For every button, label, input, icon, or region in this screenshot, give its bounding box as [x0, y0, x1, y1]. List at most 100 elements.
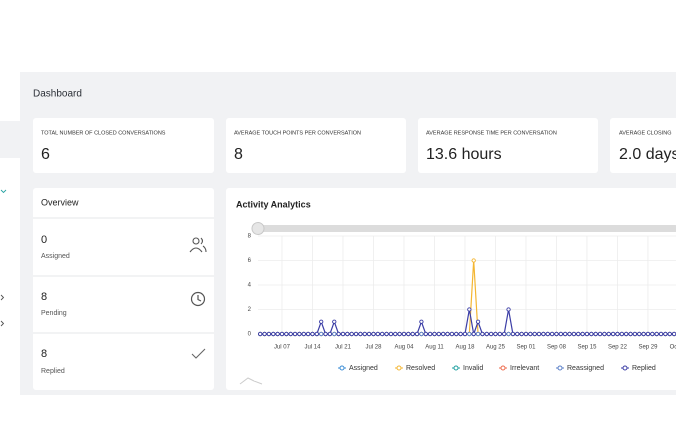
- overview-card: [33, 188, 214, 390]
- zoom-handle[interactable]: [251, 222, 265, 235]
- point: [305, 331, 311, 337]
- point: [432, 331, 437, 337]
- point: [502, 331, 507, 337]
- chart: 0 2 4 6 8 Jul 07 Jul 14 Jul 21 Jul 28 Aug 04 Aug 1…: [248, 234, 676, 372]
- point: [528, 331, 533, 337]
- point: [624, 331, 629, 337]
- point: [262, 331, 267, 337]
- x-tick-label: Aug 18: [455, 345, 475, 351]
- point: [366, 331, 372, 337]
- point: [488, 331, 494, 337]
- x-tick-label: Aug 11: [425, 345, 444, 351]
- point: [589, 331, 594, 337]
- point: [388, 331, 394, 337]
- point: [567, 331, 572, 337]
- y-tick-label: 8: [248, 234, 252, 240]
- point: [471, 331, 476, 337]
- point: [375, 331, 380, 337]
- point: [458, 331, 463, 337]
- point: [319, 331, 324, 337]
- point: [558, 331, 563, 337]
- preview-area: [239, 377, 263, 385]
- point: [637, 331, 642, 337]
- point: [515, 331, 520, 337]
- stat-label: AVERAGE CLOSING: [619, 130, 671, 136]
- sidebar-chevron[interactable]: [0, 189, 7, 194]
- point: [292, 331, 298, 337]
- legend-marker: [622, 365, 628, 371]
- point: [397, 331, 402, 337]
- point: [506, 307, 511, 312]
- point: [310, 331, 315, 337]
- overview-title: Overview: [41, 197, 79, 207]
- point: [475, 331, 481, 337]
- overview-value: 8: [41, 291, 47, 303]
- point: [284, 331, 289, 337]
- point: [606, 331, 611, 337]
- legend-label: Irrelevant: [510, 365, 539, 372]
- point: [641, 331, 646, 337]
- point: [332, 331, 337, 337]
- check-icon: [191, 348, 206, 359]
- overview-label: Pending: [41, 310, 67, 317]
- legend-label: Assigned: [349, 365, 378, 372]
- zoom-slider[interactable]: [258, 225, 676, 232]
- point: [340, 331, 346, 337]
- x-tick-label: Jul 14: [304, 345, 321, 351]
- point: [619, 331, 624, 337]
- point: [658, 331, 664, 337]
- sidebar-arrow[interactable]: [0, 320, 5, 327]
- point: [576, 331, 581, 337]
- point: [597, 331, 603, 337]
- x-tick-label: Jul 21: [335, 345, 352, 351]
- legend-marker: [453, 365, 459, 371]
- point: [414, 331, 420, 337]
- page-title: Dashboard: [33, 89, 82, 100]
- y-tick-label: 2: [248, 307, 252, 313]
- chart-title: Activity Analytics: [236, 199, 311, 209]
- point: [314, 331, 319, 337]
- point: [667, 331, 672, 337]
- x-tick-label: Aug 25: [486, 345, 506, 351]
- point: [349, 331, 354, 337]
- point: [602, 331, 607, 337]
- stat-label: TOTAL NUMBER OF CLOSED CONVERSATIONS: [41, 130, 166, 136]
- point: [323, 331, 328, 337]
- sidebar-arrow[interactable]: [0, 294, 5, 301]
- point: [380, 331, 385, 337]
- point: [410, 331, 415, 337]
- clock-icon: [190, 291, 206, 307]
- point: [419, 319, 424, 324]
- point: [541, 331, 546, 337]
- legend-marker: [339, 365, 345, 371]
- stat-value: 8: [234, 146, 243, 163]
- point: [297, 331, 302, 337]
- point: [467, 331, 472, 337]
- point: [593, 331, 598, 337]
- point: [301, 331, 306, 337]
- point: [663, 331, 668, 337]
- point: [632, 331, 638, 337]
- point: [423, 331, 428, 337]
- point: [327, 331, 333, 337]
- point: [319, 319, 324, 324]
- point: [441, 331, 446, 337]
- point: [449, 331, 455, 337]
- point: [536, 331, 542, 337]
- sidebar-active[interactable]: [0, 121, 20, 158]
- point: [401, 331, 407, 337]
- overview-label: Replied: [41, 368, 65, 375]
- point: [523, 331, 529, 337]
- x-tick-label: Sep 22: [608, 345, 628, 351]
- stat-card: [33, 118, 214, 173]
- point: [406, 331, 411, 337]
- users-icon: [189, 237, 207, 253]
- y-tick-label: 0: [248, 332, 252, 338]
- point: [279, 331, 285, 337]
- point: [493, 331, 498, 337]
- point: [393, 331, 398, 337]
- point: [580, 331, 585, 337]
- x-tick-label: Sep 08: [547, 345, 567, 351]
- point: [549, 331, 555, 337]
